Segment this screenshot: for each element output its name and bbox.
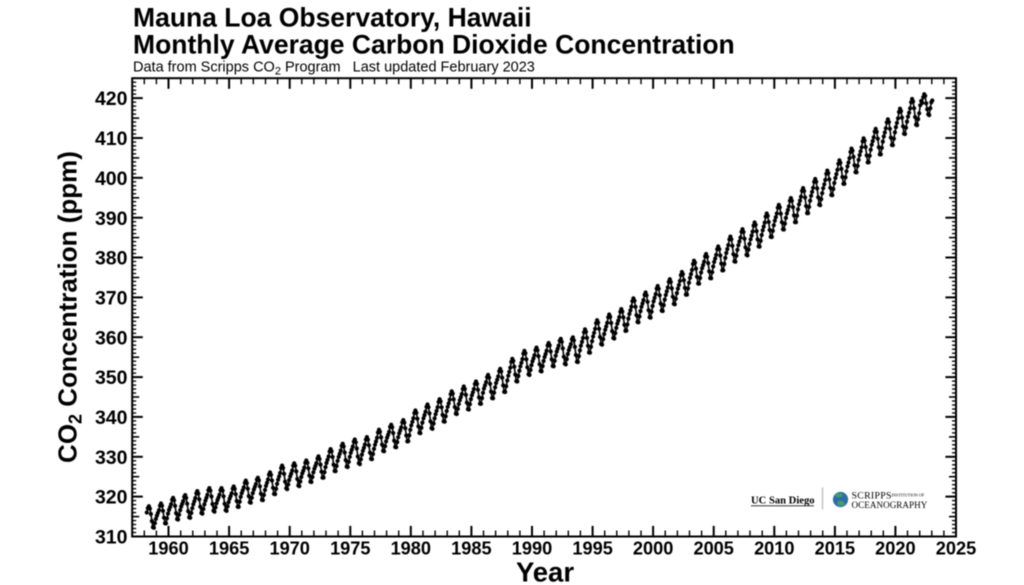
svg-text:INSTITUTION OF: INSTITUTION OF: [892, 493, 925, 498]
svg-text:Data from Scripps CO2 Program: Data from Scripps CO2 Program Last updat…: [133, 60, 535, 78]
svg-text:Mauna Loa Observatory, Hawaii: Mauna Loa Observatory, Hawaii: [133, 3, 532, 33]
svg-text:UC San Diego: UC San Diego: [751, 496, 815, 507]
svg-text:1985: 1985: [451, 538, 491, 558]
svg-text:CO2 Concentration (ppm): CO2 Concentration (ppm): [53, 151, 86, 463]
svg-text:1975: 1975: [330, 538, 370, 558]
svg-text:320: 320: [95, 487, 128, 509]
svg-text:Monthly Average Carbon Dioxide: Monthly Average Carbon Dioxide Concentra…: [133, 30, 735, 60]
svg-text:2000: 2000: [633, 538, 673, 558]
svg-text:2015: 2015: [815, 538, 855, 558]
svg-text:2005: 2005: [693, 538, 733, 558]
svg-text:2025: 2025: [936, 538, 976, 558]
svg-text:1965: 1965: [209, 538, 249, 558]
svg-text:330: 330: [95, 447, 128, 469]
svg-text:OCEANOGRAPHY: OCEANOGRAPHY: [852, 500, 928, 510]
svg-text:370: 370: [95, 288, 128, 310]
svg-text:390: 390: [95, 208, 128, 230]
svg-text:2020: 2020: [875, 538, 915, 558]
svg-text:1980: 1980: [391, 538, 431, 558]
svg-text:310: 310: [95, 527, 128, 549]
svg-text:1990: 1990: [512, 538, 552, 558]
svg-text:SCRIPPS: SCRIPPS: [852, 491, 892, 502]
svg-text:350: 350: [95, 367, 128, 389]
svg-text:Year: Year: [516, 557, 574, 585]
svg-text:1960: 1960: [148, 538, 188, 558]
svg-text:380: 380: [95, 248, 128, 270]
svg-text:420: 420: [95, 88, 128, 110]
svg-text:1995: 1995: [572, 538, 612, 558]
svg-text:410: 410: [95, 128, 128, 150]
svg-text:400: 400: [95, 168, 128, 190]
svg-text:2010: 2010: [754, 538, 794, 558]
svg-text:360: 360: [95, 327, 128, 349]
svg-text:340: 340: [95, 407, 128, 429]
svg-text:1970: 1970: [269, 538, 309, 558]
